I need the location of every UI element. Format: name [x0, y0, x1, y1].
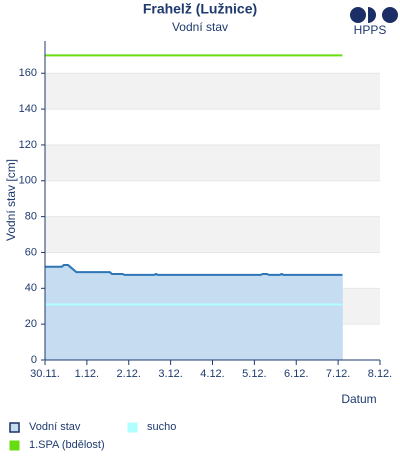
x-tick-label: 6.12. [284, 368, 308, 380]
chart-title: Frahelž (Lužnice) [143, 1, 257, 17]
legend-swatch [127, 422, 138, 433]
x-tick-label: 2.12. [117, 368, 141, 380]
y-tick-label: 140 [19, 103, 37, 115]
x-tick-label: 3.12. [158, 368, 182, 380]
y-tick-label: 80 [25, 211, 37, 223]
legend-swatch [9, 422, 20, 433]
area [44, 264, 343, 361]
chart-subtitle: Vodní stav [172, 20, 228, 34]
y-tick-label: 160 [19, 67, 37, 79]
legend-label: sucho [147, 421, 176, 433]
line [45, 264, 343, 276]
grid-band [45, 144, 380, 181]
x-tick-label: 30.11. [30, 368, 60, 380]
logo-text: HPPS [354, 23, 387, 37]
x-tick-label: 1.12. [75, 368, 99, 380]
x-tick-label: 5.12. [242, 368, 266, 380]
logo: HPPS [350, 7, 398, 37]
legend-label: 1.SPA (bdělost) [29, 439, 105, 451]
legend-swatch [9, 440, 20, 451]
y-tick-label: 100 [19, 175, 37, 187]
x-tick-label: 7.12. [326, 368, 350, 380]
y-tick-label: 20 [25, 318, 37, 330]
y-tick-label: 40 [25, 282, 37, 294]
legend-label: Vodní stav [29, 421, 81, 433]
x-axis-label: Datum [341, 392, 376, 406]
logo-half [368, 7, 376, 23]
x-tick-label: 4.12. [200, 368, 224, 380]
logo-circle [382, 7, 398, 23]
y-tick-label: 0 [31, 354, 37, 366]
grid-band [45, 216, 380, 253]
y-tick-label: 60 [25, 246, 37, 258]
logo-circle [350, 7, 366, 23]
x-tick-label: 8.12. [368, 368, 392, 380]
grid-band [45, 73, 380, 110]
y-tick-label: 120 [19, 139, 37, 151]
y-axis-label: Vodní stav [cm] [4, 159, 18, 241]
